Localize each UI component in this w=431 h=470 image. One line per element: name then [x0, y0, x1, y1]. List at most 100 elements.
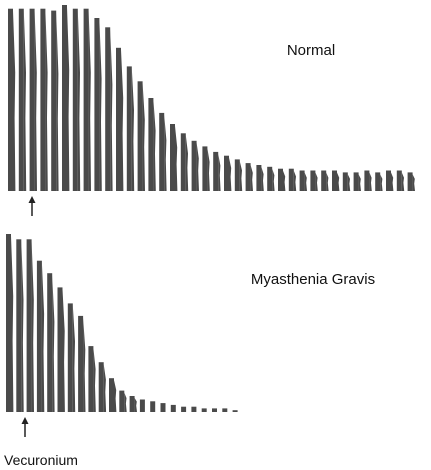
myasthenia-gravis-bar-3-tail — [31, 241, 34, 412]
myasthenia-gravis-bar-11-tail — [114, 380, 117, 412]
normal-bar-34-tail — [369, 172, 372, 191]
normal-bar-38-tail — [412, 174, 415, 191]
normal-bar-18-tail — [196, 142, 199, 191]
myasthenia-gravis-bar-5-tail — [52, 275, 55, 412]
normal-bar-4 — [40, 8, 46, 192]
myasthenia-gravis-bar-18 — [181, 406, 187, 412]
myasthenia-gravis-bars — [6, 234, 238, 412]
normal-bar-21-tail — [229, 157, 232, 191]
myasthenia-gravis-bar-4 — [36, 260, 42, 412]
myasthenia-gravis-bar-1 — [6, 234, 11, 412]
normal-bar-8-tail — [88, 10, 91, 192]
normal-bar-33-tail — [358, 174, 361, 191]
normal-bar-37 — [396, 170, 402, 191]
normal-bar-20 — [213, 151, 219, 191]
myasthenia-gravis-bar-6-tail — [62, 289, 65, 412]
myasthenia-gravis-bar-1-tail — [11, 236, 14, 412]
normal-bar-6 — [62, 5, 67, 191]
myasthenia-gravis-bar-21 — [212, 408, 217, 412]
myasthenia-gravis-bar-2-tail — [21, 241, 24, 412]
myasthenia-gravis-bar-17 — [170, 404, 176, 412]
normal-bar-5-tail — [56, 12, 59, 191]
normal-bar-9-tail — [99, 20, 102, 191]
normal-bar-17 — [180, 133, 186, 191]
myasthenia-gravis-bar-6 — [57, 287, 63, 412]
normal-bar-10-tail — [110, 29, 113, 191]
normal-bar-33 — [353, 172, 359, 191]
normal-bar-15 — [159, 112, 165, 191]
normal-bar-35 — [375, 172, 381, 191]
normal-bar-32 — [342, 172, 348, 191]
myasthenia-gravis-bar-9-tail — [93, 348, 96, 412]
normal-bar-11-tail — [121, 49, 124, 191]
normal-bar-29 — [310, 170, 316, 191]
normal-bar-13 — [137, 81, 143, 191]
normal-bar-24 — [256, 165, 262, 191]
myasthenia-gravis-bar-15 — [150, 401, 156, 412]
myasthenia-gravis-bar-14 — [139, 399, 145, 412]
normal-bar-30-tail — [326, 172, 329, 191]
normal-bars — [8, 5, 415, 192]
normal-bar-36 — [386, 170, 391, 191]
myasthenia-gravis-bar-19 — [191, 406, 197, 412]
normal-bar-6-tail — [67, 7, 70, 191]
normal-bar-4-tail — [45, 10, 48, 192]
normal-panel: Normal — [8, 5, 415, 216]
normal-bar-8 — [83, 8, 89, 192]
normal-bar-16 — [170, 124, 175, 191]
normal-bar-11 — [116, 47, 121, 191]
normal-bar-34 — [364, 170, 370, 191]
vecuronium-arrow-head — [21, 417, 29, 424]
normal-bar-12 — [126, 66, 132, 191]
normal-bar-32-tail — [347, 174, 351, 191]
vecuronium-label: Vecuronium — [4, 452, 78, 468]
myasthenia-gravis-bar-12-tail — [124, 392, 127, 412]
myasthenia-gravis-bar-3 — [26, 239, 32, 412]
normal-bar-2-tail — [23, 10, 27, 192]
myasthenia-gravis-bar-13-tail — [134, 398, 137, 412]
normal-bar-22 — [234, 159, 240, 191]
myasthenia-gravis-bar-13 — [129, 396, 135, 412]
normal-bar-1-tail — [13, 10, 16, 192]
normal-bar-3-tail — [34, 10, 37, 192]
myasthenia-gravis-bar-7-tail — [72, 305, 76, 412]
normal-bar-36-tail — [391, 172, 394, 191]
myasthenia-gravis-bar-7 — [67, 303, 73, 412]
normal-bar-30 — [321, 170, 327, 191]
myasthenia-gravis-bar-5 — [47, 273, 53, 412]
myasthenia-gravis-bar-2 — [16, 239, 22, 412]
normal-bar-3 — [29, 8, 35, 192]
myasthenia-gravis-bar-8-tail — [83, 317, 86, 412]
normal-bar-14 — [148, 98, 154, 191]
myasthenia-gravis-bar-9 — [88, 346, 94, 412]
normal-bar-2 — [18, 8, 24, 192]
myasthenia-gravis-bar-10-tail — [103, 364, 107, 412]
myasthenia-gravis-panel: Myasthenia Gravis Vecuronium — [4, 234, 375, 468]
myasthenia-gravis-bar-4-tail — [41, 262, 45, 412]
normal-bar-25 — [267, 166, 273, 191]
normal-bar-26-tail — [283, 170, 286, 191]
normal-bar-14-tail — [153, 100, 156, 191]
vecuronium-arrow — [21, 417, 29, 437]
normal-bar-16-tail — [175, 126, 178, 191]
myasthenia-gravis-bar-22 — [222, 408, 228, 412]
myasthenia-gravis-bar-20 — [201, 408, 207, 412]
normal-bar-9 — [94, 18, 100, 191]
myasthenia-gravis-bar-12 — [119, 390, 125, 412]
normal-bar-5 — [51, 10, 57, 191]
normal-bar-7-tail — [77, 10, 81, 192]
normal-bar-10 — [105, 27, 111, 191]
normal-bar-15-tail — [164, 114, 167, 191]
myasthenia-gravis-bar-11 — [109, 378, 114, 412]
normal-bar-19 — [202, 146, 208, 191]
normal-bar-1 — [8, 8, 13, 192]
myasthenia-gravis-bar-23 — [232, 410, 238, 412]
normal-bar-17-tail — [185, 135, 189, 191]
normal-panel-label: Normal — [287, 42, 335, 59]
normal-bar-27-tail — [293, 170, 297, 191]
normal-arrow-head — [28, 196, 36, 203]
normal-bar-26 — [278, 168, 283, 191]
myasthenia-gravis-bar-10 — [98, 362, 104, 412]
normal-bar-24-tail — [261, 167, 264, 191]
